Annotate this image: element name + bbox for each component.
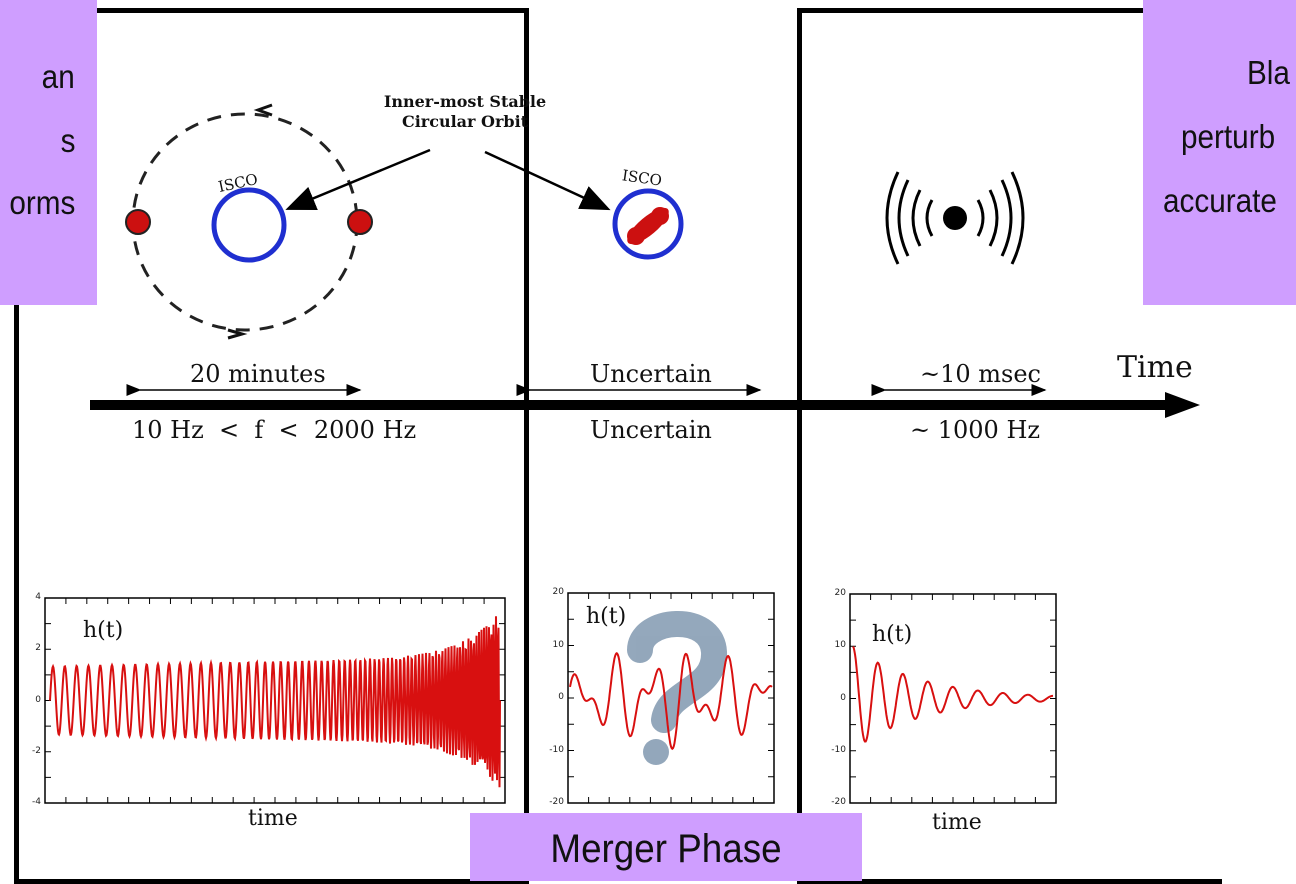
plot-ticks bbox=[45, 593, 1056, 803]
ringdown-duration: ~10 msec bbox=[920, 360, 1041, 388]
isco-arrow-left bbox=[285, 148, 431, 210]
right-body bbox=[347, 209, 373, 235]
left-note-line3: orms bbox=[8, 184, 75, 221]
orbit-arrow-bottom bbox=[227, 328, 248, 340]
right-note-line2: perturb bbox=[1181, 118, 1276, 155]
ytick-label: -2 bbox=[32, 745, 41, 756]
left-note-line2: s bbox=[60, 122, 75, 159]
ytick-label: -10 bbox=[549, 744, 564, 755]
inspiral-waveform bbox=[49, 616, 501, 788]
ytick-label: 10 bbox=[552, 639, 564, 650]
ytick-label: 4 bbox=[35, 592, 41, 602]
isco-circle-merger bbox=[612, 188, 684, 260]
radiating-black-hole-icon bbox=[885, 171, 1025, 265]
plot-inspiral-label: h(t) bbox=[83, 618, 124, 643]
ytick-label: 0 bbox=[558, 692, 564, 702]
right-note-line1: Bla bbox=[1247, 54, 1290, 91]
time-axis-label: Time bbox=[1117, 350, 1193, 385]
left-body bbox=[125, 209, 151, 235]
right-note-line3: accurate bbox=[1163, 182, 1277, 219]
orbit-path bbox=[131, 112, 359, 332]
ytick-label: 2 bbox=[35, 643, 41, 654]
ytick-label: -10 bbox=[831, 744, 846, 755]
ytick-label: 10 bbox=[834, 640, 846, 651]
right-note-box: Bla perturb accurate bbox=[1143, 0, 1296, 305]
isco-title-line1: Inner-most Stable bbox=[383, 92, 547, 111]
isco-circle-left bbox=[211, 187, 287, 263]
ytick-label: 20 bbox=[552, 587, 564, 597]
ytick-label: -20 bbox=[549, 797, 564, 807]
plot-inspiral-xlabel: time bbox=[248, 806, 298, 831]
plot-merger-label: h(t) bbox=[586, 604, 627, 629]
left-note-box: an s orms bbox=[0, 0, 97, 305]
inspiral-duration: 20 minutes bbox=[190, 360, 326, 388]
isco-arrow-right bbox=[484, 150, 611, 211]
merger-phase-box: Merger Phase bbox=[470, 813, 862, 881]
inspiral-frequency: 10 Hz < f < 2000 Hz bbox=[132, 416, 417, 444]
ytick-label: -4 bbox=[32, 797, 41, 807]
left-note-line1: an bbox=[41, 58, 75, 95]
merger-waveform bbox=[569, 652, 773, 751]
waveforms bbox=[49, 616, 1053, 788]
ringdown-frequency: ~ 1000 Hz bbox=[910, 416, 1041, 444]
orbit-arrow-top bbox=[253, 103, 273, 117]
ytick-label: 0 bbox=[840, 692, 846, 703]
merger-duration: Uncertain bbox=[590, 360, 712, 388]
time-axis-arrowhead bbox=[1165, 392, 1200, 418]
ringdown-waveform bbox=[852, 645, 1053, 743]
ytick-label: 0 bbox=[35, 694, 41, 705]
plot-ringdown-label: h(t) bbox=[872, 622, 913, 647]
merger-phase-label: Merger Phase bbox=[550, 827, 782, 871]
merger-frequency: Uncertain bbox=[590, 416, 712, 444]
isco-title-line2: Circular Orbit bbox=[401, 112, 529, 131]
plot-ringdown-xlabel: time bbox=[932, 810, 982, 835]
isco-title: Inner-most Stable Circular Orbit bbox=[370, 92, 560, 132]
ytick-label: 20 bbox=[834, 588, 846, 598]
ytick-label: -20 bbox=[831, 797, 846, 807]
